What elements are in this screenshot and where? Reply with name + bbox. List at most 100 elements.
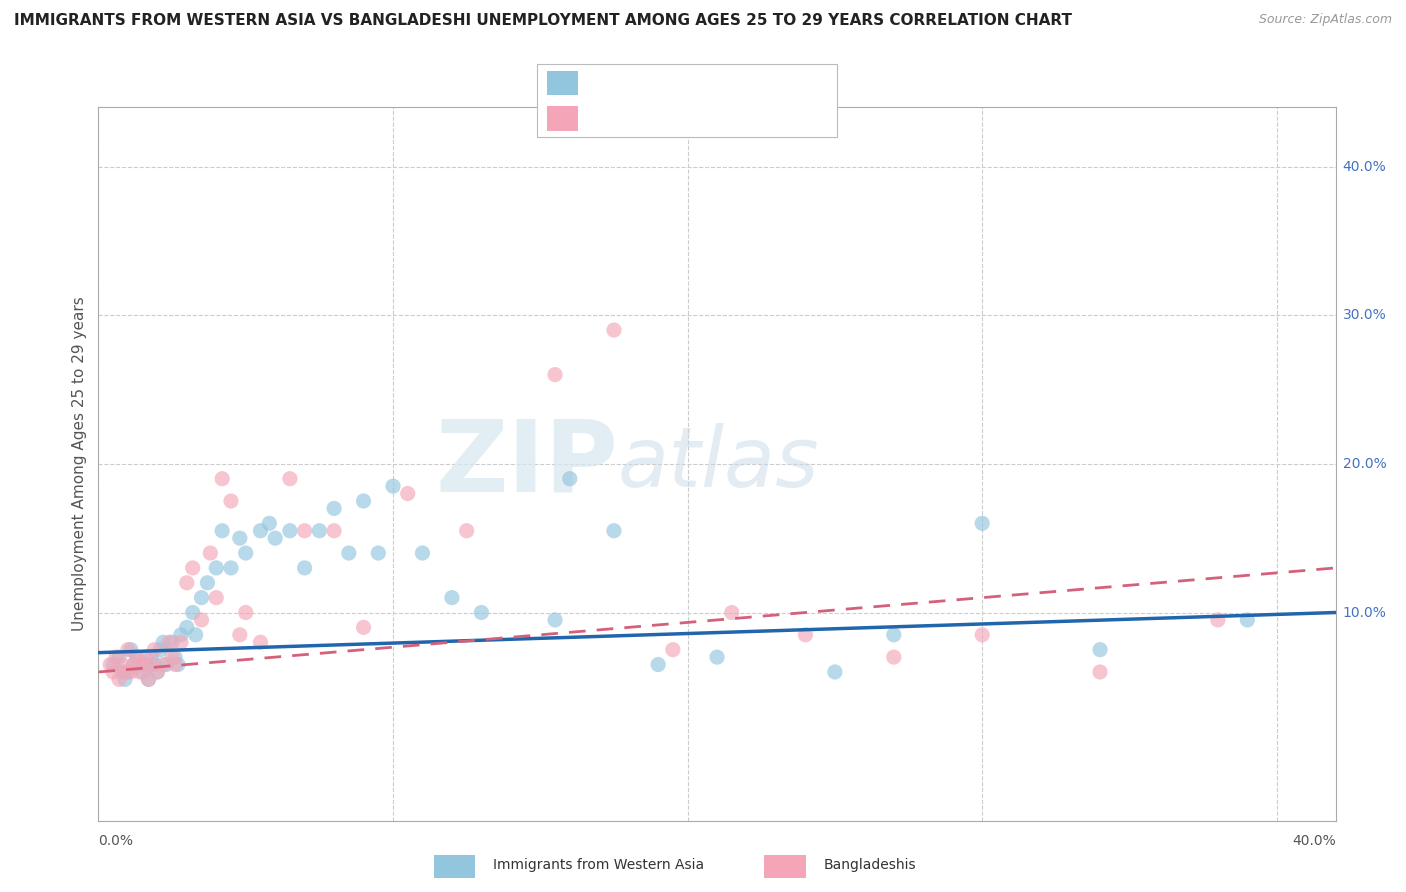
Point	[720, 606, 742, 620]
Point	[211, 472, 233, 486]
Text: Bangladeshis: Bangladeshis	[824, 858, 915, 872]
Point	[211, 524, 233, 538]
Point	[259, 516, 281, 531]
Point	[972, 516, 994, 531]
Point	[117, 665, 139, 679]
Point	[131, 665, 153, 679]
Point	[219, 494, 242, 508]
Point	[558, 472, 581, 486]
Point	[367, 546, 389, 560]
Point	[143, 657, 166, 672]
Point	[167, 657, 190, 672]
Point	[135, 650, 157, 665]
Point	[138, 673, 160, 687]
Text: N = 55: N = 55	[720, 74, 782, 92]
Point	[131, 657, 153, 672]
Point	[883, 628, 905, 642]
Point	[152, 657, 174, 672]
Point	[235, 606, 257, 620]
Text: Source: ZipAtlas.com: Source: ZipAtlas.com	[1258, 13, 1392, 27]
Point	[264, 531, 287, 545]
Text: 40.0%: 40.0%	[1292, 834, 1336, 848]
FancyBboxPatch shape	[537, 64, 838, 136]
Point	[181, 606, 204, 620]
Point	[197, 575, 219, 590]
Y-axis label: Unemployment Among Ages 25 to 29 years: Unemployment Among Ages 25 to 29 years	[72, 296, 87, 632]
Text: 20.0%: 20.0%	[1343, 457, 1386, 471]
Point	[229, 531, 252, 545]
Point	[662, 642, 685, 657]
Point	[152, 635, 174, 649]
Text: 30.0%: 30.0%	[1343, 308, 1386, 322]
Point	[278, 524, 301, 538]
Point	[794, 628, 817, 642]
Point	[111, 657, 134, 672]
FancyBboxPatch shape	[765, 855, 806, 878]
Point	[98, 657, 121, 672]
Point	[323, 501, 346, 516]
Point	[146, 665, 169, 679]
Point	[411, 546, 433, 560]
Point	[163, 657, 186, 672]
Point	[138, 673, 160, 687]
Text: 10.0%: 10.0%	[1343, 606, 1386, 620]
Point	[190, 613, 212, 627]
Point	[353, 494, 375, 508]
Text: R = 0.120: R = 0.120	[586, 74, 678, 92]
Text: 40.0%: 40.0%	[1343, 160, 1386, 174]
Point	[396, 486, 419, 500]
Point	[470, 606, 492, 620]
Point	[114, 665, 136, 679]
Point	[120, 642, 142, 657]
Point	[249, 635, 271, 649]
Point	[824, 665, 846, 679]
Point	[323, 524, 346, 538]
Point	[160, 650, 183, 665]
Point	[972, 628, 994, 642]
Point	[440, 591, 463, 605]
Text: N = 47: N = 47	[720, 110, 782, 128]
Point	[1236, 613, 1258, 627]
Text: atlas: atlas	[619, 424, 820, 504]
Point	[1206, 613, 1229, 627]
Point	[544, 613, 567, 627]
FancyBboxPatch shape	[433, 855, 475, 878]
Point	[235, 546, 257, 560]
Point	[122, 657, 145, 672]
Point	[1088, 642, 1111, 657]
Point	[353, 620, 375, 634]
Point	[544, 368, 567, 382]
Point	[108, 650, 131, 665]
Point	[170, 628, 193, 642]
Point	[184, 628, 207, 642]
Point	[456, 524, 478, 538]
Point	[308, 524, 330, 538]
Text: Immigrants from Western Asia: Immigrants from Western Asia	[492, 858, 704, 872]
Point	[149, 642, 172, 657]
Point	[205, 561, 228, 575]
Point	[647, 657, 669, 672]
Text: IMMIGRANTS FROM WESTERN ASIA VS BANGLADESHI UNEMPLOYMENT AMONG AGES 25 TO 29 YEA: IMMIGRANTS FROM WESTERN ASIA VS BANGLADE…	[14, 13, 1071, 29]
Point	[101, 665, 124, 679]
Point	[111, 665, 134, 679]
Point	[229, 628, 252, 642]
Point	[160, 635, 183, 649]
Point	[141, 657, 163, 672]
Point	[294, 524, 316, 538]
Text: R = 0.124: R = 0.124	[586, 110, 678, 128]
Point	[125, 650, 148, 665]
Point	[122, 657, 145, 672]
Point	[278, 472, 301, 486]
Point	[120, 665, 142, 679]
Point	[155, 657, 177, 672]
Point	[125, 650, 148, 665]
Point	[219, 561, 242, 575]
Point	[157, 635, 180, 649]
Point	[117, 642, 139, 657]
Point	[205, 591, 228, 605]
Point	[128, 665, 150, 679]
Point	[603, 323, 626, 337]
Point	[181, 561, 204, 575]
Point	[170, 635, 193, 649]
Point	[382, 479, 405, 493]
